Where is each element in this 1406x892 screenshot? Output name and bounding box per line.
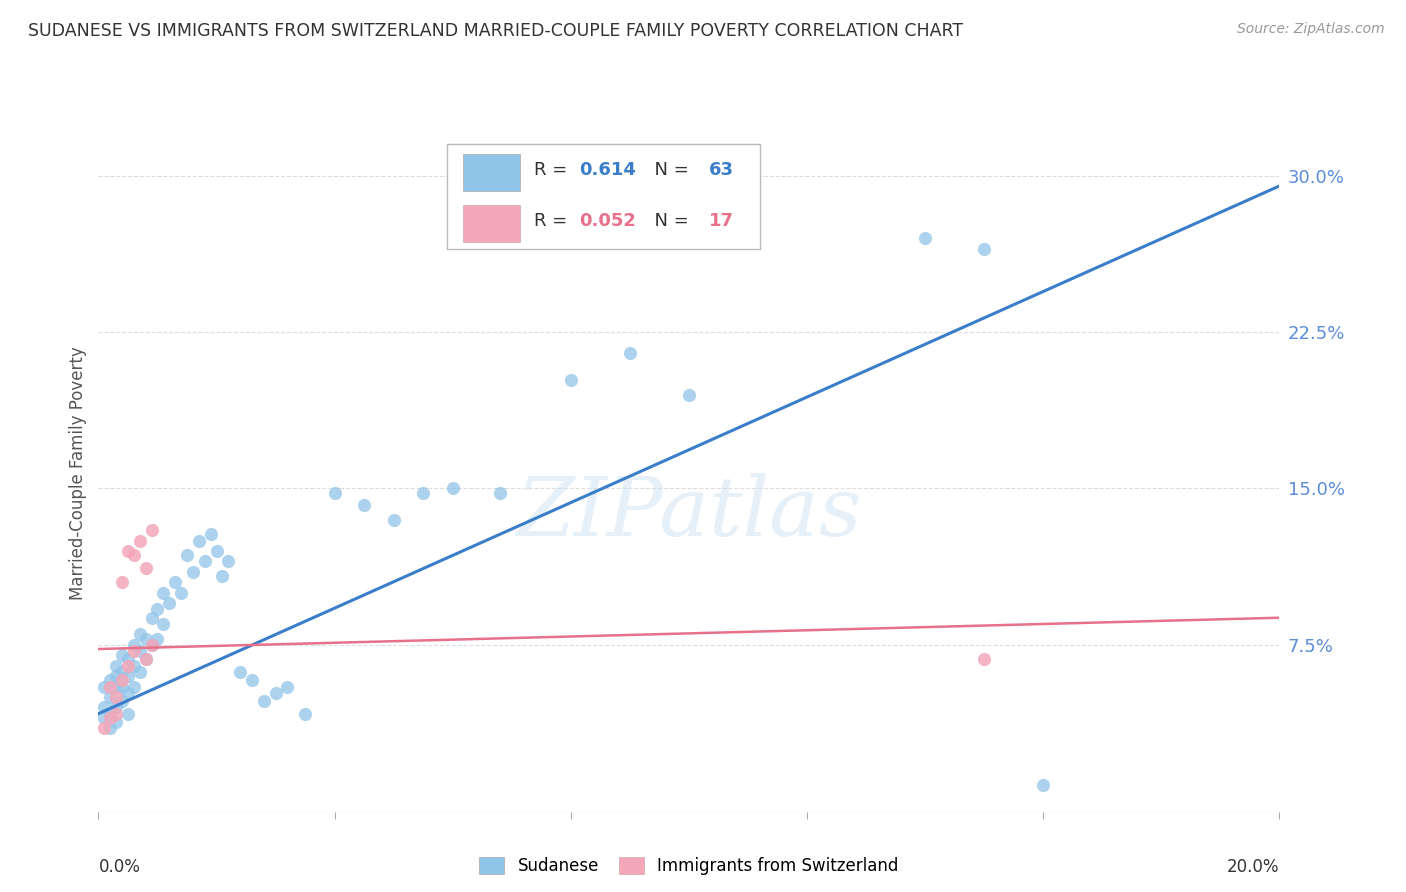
Text: R =: R =	[534, 161, 574, 178]
Point	[141, 638, 163, 652]
Text: ZIPatlas: ZIPatlas	[516, 474, 862, 553]
Point	[111, 575, 134, 590]
Point	[111, 673, 134, 688]
Point	[105, 714, 128, 729]
Point	[489, 485, 512, 500]
Point	[152, 617, 174, 632]
Point	[111, 665, 134, 679]
Text: N =: N =	[643, 211, 695, 229]
Point	[128, 627, 150, 641]
Point	[914, 231, 936, 245]
Point	[135, 652, 157, 666]
Point	[157, 596, 180, 610]
Point	[678, 387, 700, 401]
Point	[122, 638, 145, 652]
Point	[128, 533, 150, 548]
Point	[128, 644, 150, 658]
Point	[619, 346, 641, 360]
Point	[98, 680, 121, 694]
Point	[146, 602, 169, 616]
FancyBboxPatch shape	[447, 144, 759, 249]
Point	[200, 527, 222, 541]
Point	[98, 706, 121, 721]
Text: SUDANESE VS IMMIGRANTS FROM SWITZERLAND MARRIED-COUPLE FAMILY POVERTY CORRELATIO: SUDANESE VS IMMIGRANTS FROM SWITZERLAND …	[28, 22, 963, 40]
FancyBboxPatch shape	[464, 153, 520, 191]
Point	[135, 560, 157, 574]
Point	[105, 658, 128, 673]
Point	[973, 242, 995, 256]
Point	[176, 548, 198, 562]
Text: R =: R =	[534, 211, 574, 229]
Point	[205, 544, 228, 558]
Point	[187, 533, 209, 548]
Point	[105, 700, 128, 714]
Text: 63: 63	[709, 161, 734, 178]
Point	[117, 652, 139, 666]
Point	[117, 669, 139, 683]
Point	[253, 694, 276, 708]
Point	[229, 665, 252, 679]
Text: Source: ZipAtlas.com: Source: ZipAtlas.com	[1237, 22, 1385, 37]
Point	[141, 523, 163, 537]
Point	[264, 686, 287, 700]
Point	[122, 658, 145, 673]
Point	[353, 498, 375, 512]
Point	[135, 632, 157, 646]
Point	[170, 585, 193, 599]
Text: 0.614: 0.614	[579, 161, 636, 178]
Point	[128, 665, 150, 679]
Legend: Sudanese, Immigrants from Switzerland: Sudanese, Immigrants from Switzerland	[472, 850, 905, 881]
Point	[105, 690, 128, 704]
Point	[146, 632, 169, 646]
Point	[117, 706, 139, 721]
Point	[117, 658, 139, 673]
Text: N =: N =	[643, 161, 695, 178]
Point	[117, 544, 139, 558]
Text: 20.0%: 20.0%	[1227, 857, 1279, 876]
Point	[93, 680, 115, 694]
Point	[98, 690, 121, 704]
Point	[105, 706, 128, 721]
FancyBboxPatch shape	[464, 204, 520, 242]
Point	[294, 706, 316, 721]
Point	[135, 652, 157, 666]
Point	[441, 482, 464, 496]
Point	[98, 721, 121, 735]
Point	[122, 644, 145, 658]
Point	[111, 694, 134, 708]
Point	[152, 585, 174, 599]
Point	[382, 513, 405, 527]
Point	[165, 575, 187, 590]
Point	[111, 648, 134, 663]
Point	[217, 554, 239, 568]
Text: 0.0%: 0.0%	[98, 857, 141, 876]
Point	[98, 711, 121, 725]
Point	[98, 673, 121, 688]
Point	[141, 611, 163, 625]
Point	[323, 485, 346, 500]
Point	[93, 700, 115, 714]
Text: 17: 17	[709, 211, 734, 229]
Point	[111, 680, 134, 694]
Point	[93, 721, 115, 735]
Point	[276, 680, 298, 694]
Point	[412, 485, 434, 500]
Y-axis label: Married-Couple Family Poverty: Married-Couple Family Poverty	[69, 346, 87, 599]
Point	[105, 680, 128, 694]
Point	[1032, 778, 1054, 792]
Point	[117, 686, 139, 700]
Point	[122, 548, 145, 562]
Point	[141, 638, 163, 652]
Point	[560, 373, 582, 387]
Point	[240, 673, 263, 688]
Point	[122, 680, 145, 694]
Point	[93, 711, 115, 725]
Point	[973, 652, 995, 666]
Point	[105, 669, 128, 683]
Text: 0.052: 0.052	[579, 211, 636, 229]
Point	[194, 554, 217, 568]
Point	[211, 569, 233, 583]
Point	[181, 565, 204, 579]
